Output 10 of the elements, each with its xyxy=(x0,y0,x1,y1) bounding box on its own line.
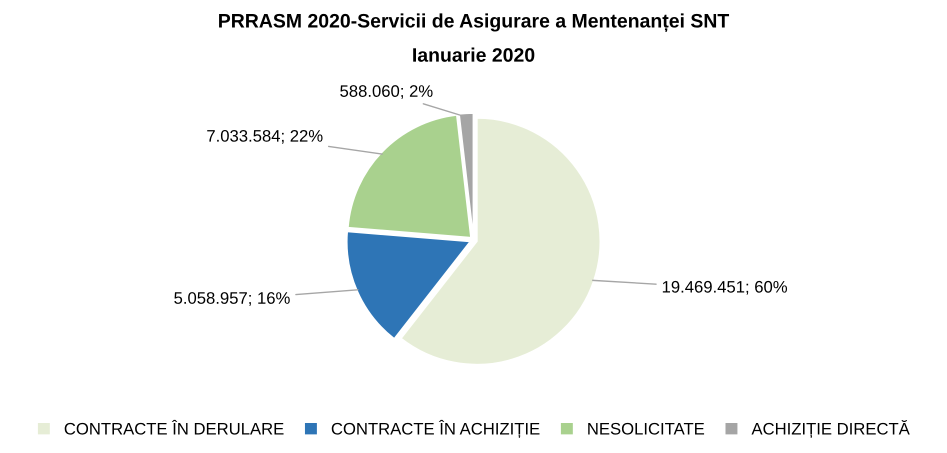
data-label: 19.469.451; 60% xyxy=(662,280,788,295)
legend-label: ACHIZIȚIE DIRECTĂ xyxy=(751,420,910,438)
chart-subtitle: Ianuarie 2020 xyxy=(413,48,534,62)
data-label: 5.058.957; 16% xyxy=(174,292,290,306)
legend-label: CONTRACTE ÎN ACHIZIȚIE xyxy=(332,420,540,438)
chart-title: PRRASM 2020-Servicii de Asigurare a Mentenanței SNT xyxy=(219,13,730,32)
data-label: 7.033.584; 22% xyxy=(207,130,323,144)
legend-label: NESOLICITATE xyxy=(588,422,704,435)
data-label: 588.060; 2% xyxy=(340,85,433,99)
legend-label: CONTRACTE ÎN DERULARE xyxy=(64,420,284,435)
